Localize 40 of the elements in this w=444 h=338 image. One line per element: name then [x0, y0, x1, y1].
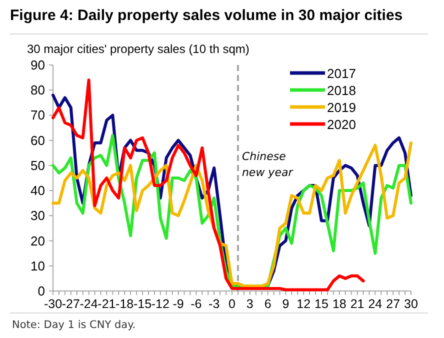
y-tick-label: 20 — [30, 233, 45, 248]
x-tick-label: 21 — [350, 297, 364, 311]
x-tick-label: -12 — [151, 297, 170, 311]
x-tick-label: 27 — [386, 297, 400, 311]
legend-label: 2019 — [327, 100, 356, 115]
y-tick-label: 30 — [30, 208, 45, 224]
x-tick-label: 12 — [296, 297, 311, 311]
x-tick-label: -30 — [44, 297, 62, 311]
x-tick-label: -18 — [116, 297, 134, 311]
legend-label: 2018 — [327, 83, 356, 98]
x-tick-label: -3 — [208, 297, 220, 311]
x-tick-label: -21 — [98, 297, 116, 311]
x-tick-label: 24 — [368, 297, 382, 311]
y-tick-label: 40 — [30, 183, 45, 198]
x-tick-label: -27 — [62, 297, 80, 311]
x-tick-label: 9 — [282, 297, 290, 311]
text: Note: Day 1 is CNY day. — [12, 319, 136, 331]
y-tick-label: 90 — [30, 58, 45, 72]
ref-line-label: Chinese new year — [242, 150, 294, 179]
x-tick-label: -6 — [190, 297, 202, 311]
x-tick-label: 6 — [264, 297, 272, 311]
x-tick-label: 3 — [246, 297, 254, 311]
x-tick-label: -9 — [172, 297, 184, 311]
y-tick-label: 50 — [30, 158, 45, 173]
x-tick-label: -15 — [133, 297, 152, 311]
x-tick-label: 18 — [332, 297, 346, 311]
chart-title: Figure 4: Daily property sales volume in 30 major cities — [10, 7, 403, 24]
y-axis-title: 30 major cities' property sales (10 th sqm) — [27, 42, 250, 56]
legend-label: 2017 — [327, 66, 356, 81]
y-tick-label: 70 — [30, 108, 45, 123]
y-tick-label: 60 — [30, 132, 45, 148]
x-tick-label: 30 — [404, 297, 418, 311]
y-tick-label: 80 — [30, 82, 45, 98]
y-tick-label: 10 — [30, 258, 45, 274]
legend-label: 2020 — [327, 117, 356, 132]
x-tick-label: 15 — [314, 297, 328, 311]
x-tick-label: 0 — [228, 297, 236, 311]
line-series — [52, 78, 365, 292]
y-tick-label: 0 — [38, 284, 45, 298]
x-tick-label: -24 — [80, 297, 98, 311]
